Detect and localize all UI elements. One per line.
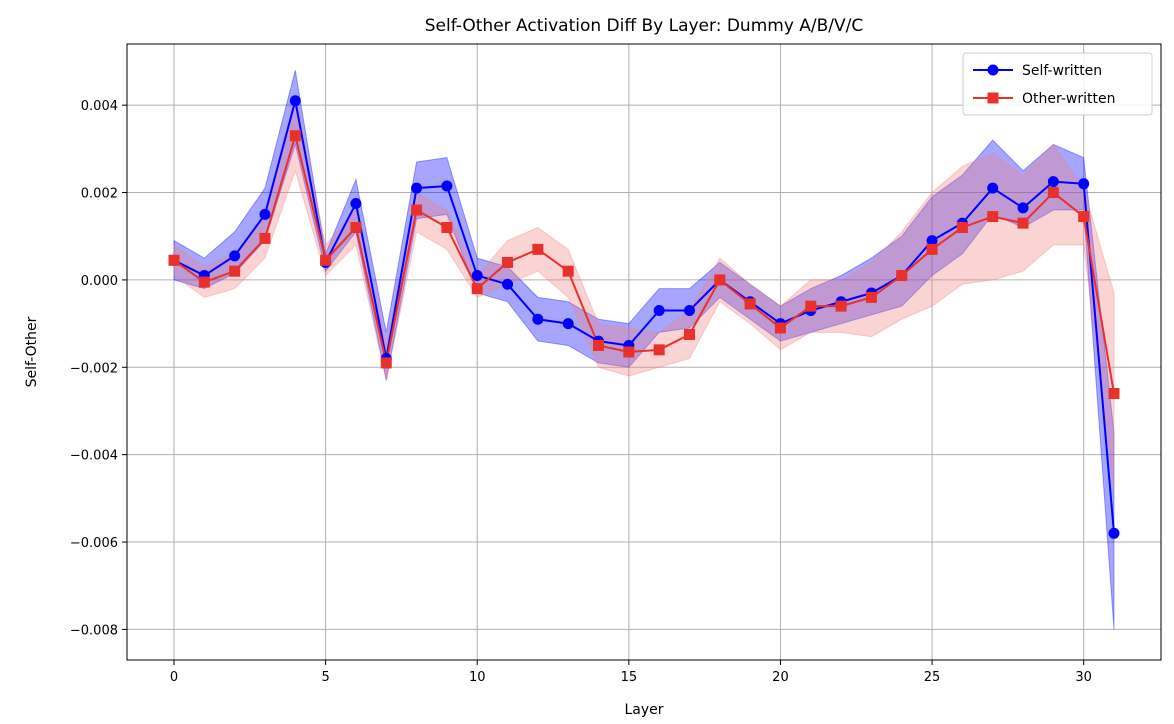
data-point-other-written bbox=[865, 291, 877, 303]
data-point-other-written bbox=[683, 329, 695, 341]
data-point-self-written bbox=[289, 95, 301, 107]
data-point-other-written bbox=[593, 339, 605, 351]
data-point-other-written bbox=[380, 357, 392, 369]
grid bbox=[127, 44, 1161, 660]
data-point-other-written bbox=[926, 243, 938, 255]
data-point-other-written bbox=[653, 344, 665, 356]
y-tick-label: 0.002 bbox=[81, 187, 118, 202]
x-axis-label: Layer bbox=[624, 702, 663, 718]
x-tick-label: 5 bbox=[321, 670, 329, 685]
data-point-other-written bbox=[1108, 388, 1120, 400]
data-point-self-written bbox=[532, 313, 544, 325]
data-point-self-written bbox=[653, 304, 665, 316]
legend-box bbox=[962, 52, 1153, 116]
data-point-other-written bbox=[835, 300, 847, 312]
chart-title: Self-Other Activation Diff By Layer: Dum… bbox=[425, 16, 864, 36]
legend-label-other-written: Other-written bbox=[1022, 91, 1115, 107]
x-tick-label: 20 bbox=[772, 670, 789, 685]
data-point-self-written bbox=[987, 182, 999, 194]
x-axis-ticks: 0 5 10 15 20 25 30 bbox=[170, 660, 1092, 685]
data-point-other-written bbox=[441, 221, 453, 233]
data-point-other-written bbox=[1017, 217, 1029, 229]
data-point-other-written bbox=[774, 322, 786, 334]
data-point-other-written bbox=[320, 254, 332, 266]
data-point-other-written bbox=[532, 243, 544, 255]
y-axis-label: Self-Other bbox=[24, 316, 40, 387]
confidence-band-other-written bbox=[173, 100, 1115, 490]
legend: Self-written Other-written bbox=[962, 52, 1153, 116]
data-point-other-written bbox=[502, 256, 514, 268]
x-tick-label: 15 bbox=[621, 670, 638, 685]
data-point-self-written bbox=[562, 318, 574, 330]
y-tick-label: −0.006 bbox=[70, 536, 118, 551]
data-point-self-written bbox=[926, 235, 938, 247]
x-tick-label: 30 bbox=[1075, 670, 1092, 685]
x-tick-label: 10 bbox=[469, 670, 486, 685]
data-point-self-written bbox=[229, 250, 241, 262]
plot-frame bbox=[126, 43, 1162, 661]
data-point-other-written bbox=[1047, 187, 1059, 199]
data-point-self-written bbox=[259, 208, 271, 220]
data-point-other-written bbox=[744, 298, 756, 310]
data-point-other-written bbox=[714, 274, 726, 286]
y-tick-label: 0.000 bbox=[81, 274, 118, 289]
data-point-other-written bbox=[411, 204, 423, 216]
data-point-self-written bbox=[1017, 202, 1029, 214]
series-markers bbox=[168, 95, 1120, 539]
data-point-self-written bbox=[441, 180, 453, 192]
legend-marker-other-written bbox=[987, 92, 999, 104]
data-point-self-written bbox=[683, 304, 695, 316]
data-point-other-written bbox=[562, 265, 574, 277]
data-point-self-written bbox=[411, 182, 423, 194]
data-point-other-written bbox=[289, 130, 301, 142]
x-tick-label: 0 bbox=[170, 670, 178, 685]
data-point-other-written bbox=[956, 221, 968, 233]
data-point-other-written bbox=[168, 254, 180, 266]
data-point-other-written bbox=[896, 270, 908, 282]
data-point-other-written bbox=[1078, 211, 1090, 223]
legend-label-self-written: Self-written bbox=[1022, 63, 1102, 79]
data-point-other-written bbox=[350, 221, 362, 233]
data-point-other-written bbox=[623, 346, 635, 358]
data-point-other-written bbox=[471, 283, 483, 295]
data-point-other-written bbox=[259, 232, 271, 244]
data-point-other-written bbox=[198, 276, 210, 288]
y-tick-label: −0.008 bbox=[70, 623, 118, 638]
data-point-self-written bbox=[471, 270, 483, 282]
data-point-other-written bbox=[987, 211, 999, 223]
data-point-self-written bbox=[1078, 178, 1090, 190]
y-axis-ticks: −0.008 −0.006 −0.004 −0.002 0.000 0.002 0.004 bbox=[70, 99, 127, 638]
data-point-self-written bbox=[502, 278, 514, 290]
legend-marker-self-written bbox=[987, 64, 999, 76]
data-point-self-written bbox=[350, 197, 362, 209]
y-tick-label: −0.004 bbox=[70, 449, 118, 464]
data-point-self-written bbox=[1047, 176, 1059, 188]
y-tick-label: −0.002 bbox=[70, 361, 118, 376]
data-point-other-written bbox=[229, 265, 241, 277]
x-tick-label: 25 bbox=[924, 670, 941, 685]
y-tick-label: 0.004 bbox=[81, 99, 118, 114]
data-point-self-written bbox=[1108, 527, 1120, 539]
data-point-other-written bbox=[805, 300, 817, 312]
